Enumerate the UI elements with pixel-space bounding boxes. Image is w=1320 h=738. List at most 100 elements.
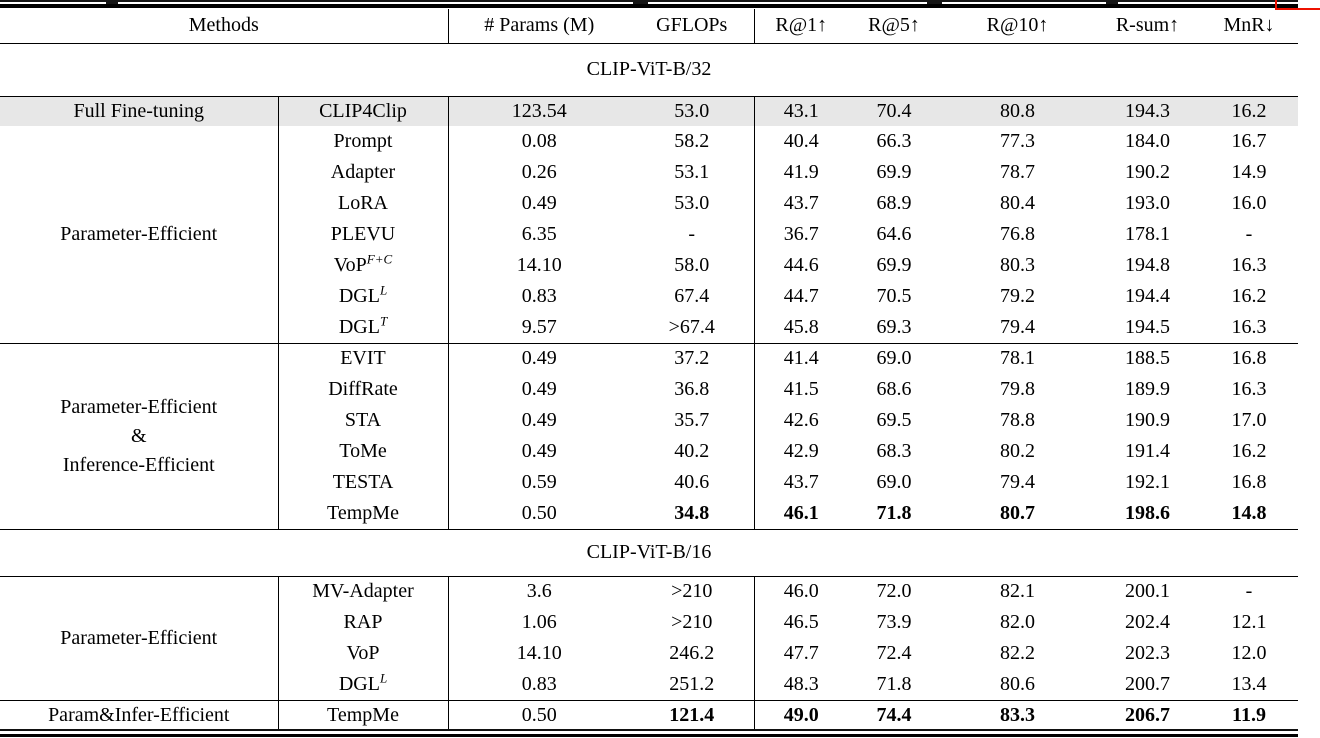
cell-r1: 46.0 bbox=[783, 580, 819, 603]
cell-r10: 80.3 bbox=[1000, 254, 1035, 276]
cell-mnr: 16.2 bbox=[1231, 440, 1267, 462]
cell-r10: 80.2 bbox=[1000, 440, 1035, 462]
cell-r10: 80.4 bbox=[1000, 192, 1035, 214]
cell-r10: 76.8 bbox=[1000, 223, 1035, 245]
cell-mnr: 16.3 bbox=[1231, 254, 1267, 276]
header-methods: Methods bbox=[0, 9, 449, 44]
cell-gflops: - bbox=[630, 219, 755, 250]
cell-group: Parameter-Efficient bbox=[0, 576, 279, 700]
cell-method: EVIT bbox=[278, 342, 449, 374]
row-diffrate: DiffRate 0.49 36.8 41.5 68.6 79.8 189.9 … bbox=[0, 374, 1298, 405]
cell-params: 0.49 bbox=[448, 342, 630, 374]
cell-rsum: 192.1 bbox=[1125, 471, 1170, 493]
row-lora: LoRA 0.49 53.0 43.7 68.9 80.4 193.0 16.0 bbox=[0, 188, 1298, 219]
header-params: # Params (M) bbox=[448, 9, 630, 44]
cell-r10: 79.4 bbox=[1000, 315, 1035, 338]
cell-r1: 40.4 bbox=[783, 130, 819, 152]
cell-gflops: 58.2 bbox=[630, 126, 755, 157]
cell-gflops: 40.6 bbox=[630, 467, 755, 498]
cell-r5: 66.3 bbox=[876, 130, 912, 152]
cell-params: 0.49 bbox=[521, 440, 557, 462]
cell-method: CLIP4Clip bbox=[278, 96, 449, 126]
cell-r5: 74.4 bbox=[848, 699, 940, 731]
caption-descender-mark bbox=[1106, 0, 1118, 4]
cell-r5: 68.3 bbox=[876, 440, 912, 462]
cell-r10: 79.8 bbox=[1000, 378, 1035, 400]
row-dgl-l: DGLL 0.83 67.4 44.7 70.5 79.2 194.4 16.2 bbox=[0, 281, 1298, 312]
cell-gflops: 34.8 bbox=[630, 498, 755, 529]
cell-params: 0.83 bbox=[521, 672, 557, 695]
cell-rsum: 188.5 bbox=[1095, 342, 1200, 374]
method-name: DGL bbox=[338, 315, 380, 338]
cell-mnr: 14.9 bbox=[1231, 161, 1267, 183]
row-dgl-t: DGLT 9.57 >67.4 45.8 69.3 79.4 194.5 16.… bbox=[0, 312, 1298, 343]
cell-r10: 80.7 bbox=[1000, 501, 1035, 524]
cell-method: PLEVU bbox=[278, 219, 449, 250]
cell-r5: 72.4 bbox=[876, 642, 912, 664]
cell-r5: 69.9 bbox=[876, 161, 912, 183]
cell-rsum: 191.4 bbox=[1125, 440, 1170, 462]
row-adapter: Adapter 0.26 53.1 41.9 69.9 78.7 190.2 1… bbox=[0, 157, 1298, 188]
cell-r1: 48.3 bbox=[783, 672, 819, 695]
cell-mnr: 13.4 bbox=[1231, 672, 1267, 695]
cell-mnr: 16.2 bbox=[1200, 96, 1298, 126]
group-label-line: & bbox=[130, 424, 147, 447]
cell-mnr: 17.0 bbox=[1231, 409, 1267, 431]
cell-r10: 78.1 bbox=[940, 342, 1095, 374]
cell-params: 0.50 bbox=[521, 501, 557, 524]
cropped-caption-remnant bbox=[0, 0, 1298, 2]
cell-r1: 44.6 bbox=[783, 254, 819, 276]
cell-r10: 80.8 bbox=[940, 96, 1095, 126]
cell-r5: 69.0 bbox=[848, 342, 940, 374]
cell-r1: 46.5 bbox=[783, 611, 819, 633]
table-top-rule bbox=[0, 4, 1298, 8]
cell-rsum: 189.9 bbox=[1125, 378, 1170, 400]
cell-gflops: 53.0 bbox=[630, 188, 755, 219]
cell-r5: 69.3 bbox=[876, 315, 912, 338]
row-tome: ToMe 0.49 40.2 42.9 68.3 80.2 191.4 16.2 bbox=[0, 436, 1298, 467]
cell-rsum: 194.4 bbox=[1125, 285, 1170, 307]
cell-r5: 71.8 bbox=[876, 672, 912, 695]
caption-descender-mark bbox=[633, 0, 648, 4]
row-prompt: Parameter-Efficient Prompt 0.08 58.2 40.… bbox=[0, 126, 1298, 343]
cell-r10: 82.1 bbox=[1000, 580, 1035, 603]
cell-mnr: 16.3 bbox=[1231, 315, 1267, 338]
cell-r5: 70.5 bbox=[876, 285, 912, 307]
cell-gflops: 121.4 bbox=[630, 699, 755, 731]
row-sta: STA 0.49 35.7 42.6 69.5 78.8 190.9 17.0 bbox=[0, 405, 1298, 436]
cell-gflops: >67.4 bbox=[630, 312, 755, 343]
method-superscript: L bbox=[379, 670, 388, 686]
section-title: CLIP-ViT-B/16 bbox=[0, 528, 1298, 577]
cell-mnr: - bbox=[1245, 223, 1253, 245]
method-name: DGL bbox=[338, 672, 380, 695]
header-gflops: GFLOPs bbox=[630, 9, 755, 44]
row-tempme-b32: TempMe 0.50 34.8 46.1 71.8 80.7 198.6 14… bbox=[0, 498, 1298, 529]
method-superscript: F+C bbox=[366, 251, 393, 267]
row-tempme-b16: Param&Infer-Efficient TempMe 0.50 121.4 … bbox=[0, 699, 1298, 731]
cell-gflops: 40.2 bbox=[630, 436, 755, 467]
header-rsum: R-sum↑ bbox=[1095, 9, 1200, 44]
cell-r10: 80.6 bbox=[1000, 672, 1035, 695]
cell-rsum: 194.3 bbox=[1095, 96, 1200, 126]
cell-r5: 68.9 bbox=[876, 192, 912, 214]
cell-r10: 83.3 bbox=[940, 699, 1095, 731]
caption-descender-mark bbox=[106, 0, 118, 5]
header-r5: R@5↑ bbox=[848, 9, 940, 44]
cell-gflops: >210 bbox=[630, 607, 755, 638]
cell-method: RAP bbox=[278, 607, 449, 638]
cell-group: Full Fine-tuning bbox=[0, 96, 279, 126]
cell-method: DGLL bbox=[278, 281, 449, 312]
cell-r10: 82.0 bbox=[1000, 611, 1035, 633]
cell-method: VoPF+C bbox=[278, 250, 449, 281]
cell-r1: 45.8 bbox=[783, 315, 819, 338]
cell-gflops: >210 bbox=[630, 576, 755, 607]
cell-method: MV-Adapter bbox=[278, 576, 449, 607]
bottom-rule-thick bbox=[0, 733, 1298, 737]
cell-rsum: 200.7 bbox=[1125, 672, 1170, 695]
cell-group: Parameter-Efficient & Inference-Efficien… bbox=[0, 342, 279, 529]
cell-r5: 70.4 bbox=[848, 96, 940, 126]
cell-mnr: 16.3 bbox=[1231, 378, 1267, 400]
cell-r5: 69.9 bbox=[876, 254, 912, 276]
cell-r1: 36.7 bbox=[783, 223, 819, 245]
cell-params: 14.10 bbox=[516, 254, 562, 276]
